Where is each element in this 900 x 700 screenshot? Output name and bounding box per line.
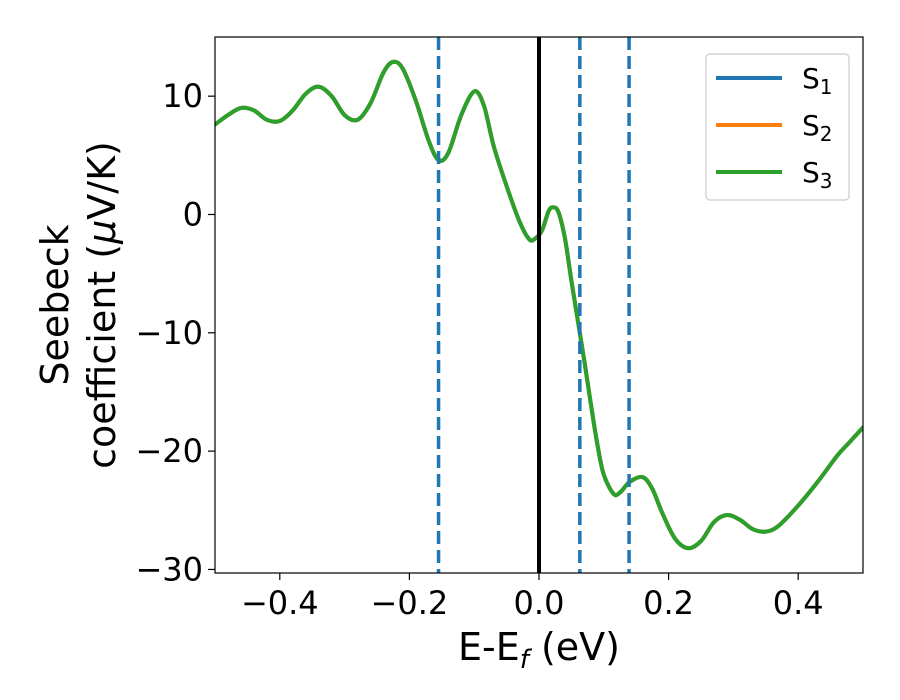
y-axis-ticks: 10 0 −10 −20 −30 bbox=[135, 77, 215, 588]
x-tick-label: 0.0 bbox=[514, 584, 565, 622]
y-axis-label-line2: coefficient (μV/K) bbox=[80, 141, 124, 469]
y-tick-label: 10 bbox=[162, 77, 203, 115]
y-axis-label-line1: Seebeck bbox=[33, 224, 77, 385]
legend-label-s1: S1 bbox=[802, 62, 833, 99]
y-axis-label: Seebeck coefficient (μV/K) bbox=[33, 141, 124, 469]
x-tick-label: 0.4 bbox=[773, 584, 824, 622]
x-tick-label: −0.4 bbox=[241, 584, 319, 622]
y-tick-label: 0 bbox=[183, 195, 203, 233]
legend-label-s2: S2 bbox=[802, 109, 833, 146]
y-tick-label: −20 bbox=[135, 432, 203, 470]
series-line-s3 bbox=[215, 59, 863, 551]
x-axis-ticks: −0.4 −0.2 0.0 0.2 0.4 bbox=[241, 573, 824, 622]
legend-label-s3: S3 bbox=[802, 156, 833, 193]
y-tick-label: −10 bbox=[135, 314, 203, 352]
y-tick-label: −30 bbox=[135, 550, 203, 588]
x-tick-label: 0.2 bbox=[643, 584, 694, 622]
x-tick-label: −0.2 bbox=[371, 584, 449, 622]
legend: S1 S2 S3 bbox=[705, 53, 850, 201]
x-axis-label: E-Ef (eV) bbox=[458, 625, 620, 675]
